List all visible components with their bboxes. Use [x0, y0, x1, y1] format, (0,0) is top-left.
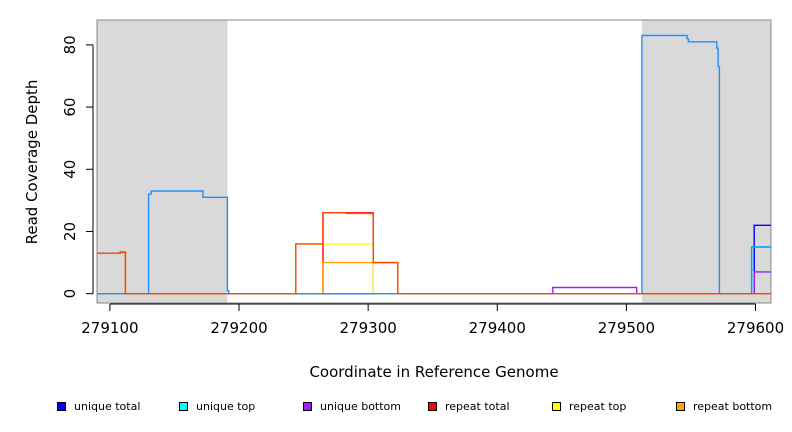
- legend-label: repeat total: [445, 400, 510, 413]
- shaded-region: [641, 20, 771, 303]
- y-tick-label: 80: [61, 35, 79, 54]
- y-tick-label: 0: [61, 289, 79, 299]
- legend-label: unique top: [196, 400, 256, 413]
- legend-swatch: [179, 402, 188, 411]
- legend-label: repeat top: [569, 400, 627, 413]
- legend-item-repeat-total: repeat total: [428, 400, 510, 413]
- plot-frame: [96, 19, 772, 304]
- x-tick-label: 279100: [81, 319, 138, 337]
- legend-swatch: [428, 402, 437, 411]
- legend-swatch: [57, 402, 66, 411]
- legend-item-unique-bottom: unique bottom: [303, 400, 401, 413]
- series-line-unique-bottom: [97, 271, 771, 295]
- legend-item-unique-top: unique top: [179, 400, 255, 413]
- x-tick-label: 279400: [469, 319, 526, 337]
- legend-label: repeat bottom: [693, 400, 773, 413]
- legend: unique total unique top unique bottom re…: [0, 400, 792, 418]
- x-tick-label: 279600: [727, 319, 784, 337]
- legend-swatch: [303, 402, 312, 411]
- y-tick-label: 60: [61, 98, 79, 117]
- legend-label: unique total: [74, 400, 141, 413]
- x-tick-label: 279200: [210, 319, 267, 337]
- shaded-regions: [97, 20, 771, 303]
- legend-item-repeat-bottom: repeat bottom: [676, 400, 772, 413]
- y-axis-label: Read Coverage Depth: [23, 80, 41, 245]
- legend-swatch: [552, 402, 561, 411]
- shaded-region: [97, 20, 228, 303]
- series-line-aux-7: [97, 212, 771, 295]
- y-tick-label: 20: [61, 222, 79, 241]
- axes: 279100 279200 279300 279400 279500 279600 0 20 4…: [61, 35, 784, 337]
- series-line-aux-6: [97, 34, 771, 295]
- series-lines: [97, 34, 771, 295]
- legend-item-repeat-top: repeat top: [552, 400, 626, 413]
- x-tick-label: 279300: [340, 319, 397, 337]
- y-tick-label: 40: [61, 160, 79, 179]
- legend-swatch: [676, 402, 685, 411]
- x-tick-label: 279500: [598, 319, 655, 337]
- legend-item-unique-total: unique total: [57, 400, 140, 413]
- legend-label: unique bottom: [320, 400, 402, 413]
- x-axis-label: Coordinate in Reference Genome: [309, 363, 558, 381]
